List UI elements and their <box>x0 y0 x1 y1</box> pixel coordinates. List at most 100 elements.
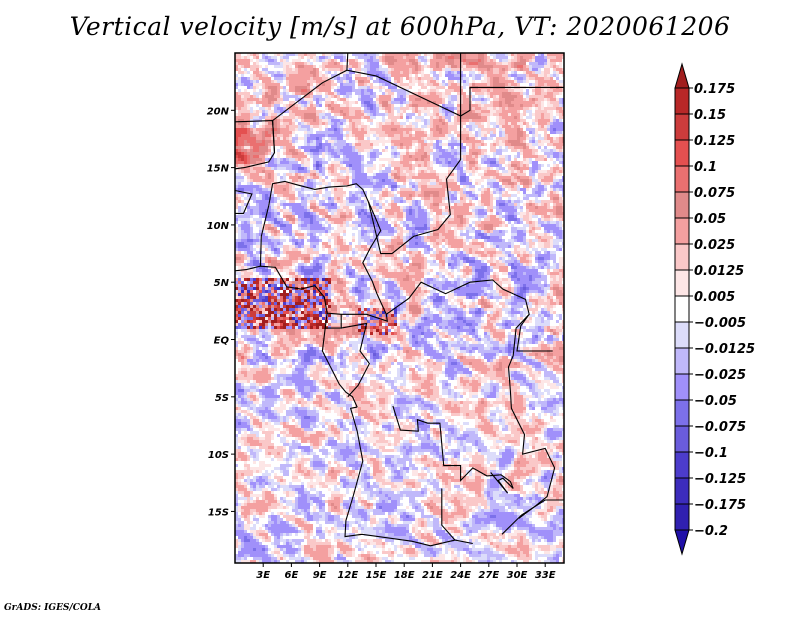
field-cell <box>517 167 520 170</box>
field-cell <box>385 107 388 110</box>
field-cell <box>391 161 394 164</box>
field-cell <box>478 125 481 128</box>
field-cell <box>391 74 394 77</box>
field-cell <box>259 149 262 152</box>
field-cell <box>352 107 355 110</box>
field-cell <box>259 65 262 68</box>
field-cell <box>400 59 403 62</box>
field-cell <box>331 116 334 119</box>
field-cell <box>562 71 564 74</box>
field-cell <box>331 59 334 62</box>
field-cell <box>343 152 346 155</box>
field-cell <box>502 101 505 104</box>
field-cell <box>283 188 286 191</box>
field-cell <box>403 164 406 167</box>
field-cell <box>367 104 370 107</box>
field-cell <box>388 158 391 161</box>
field-cell <box>355 164 358 167</box>
field-cell <box>556 98 559 101</box>
field-cell <box>409 113 412 116</box>
field-cell <box>370 80 373 83</box>
field-cell <box>559 131 562 134</box>
field-cell <box>493 155 496 158</box>
field-cell <box>385 155 388 158</box>
field-cell <box>283 98 286 101</box>
field-cell <box>400 89 403 92</box>
field-cell <box>484 119 487 122</box>
field-cell <box>286 110 289 113</box>
field-cell <box>241 170 244 173</box>
field-cell <box>364 83 367 86</box>
field-cell <box>526 77 529 80</box>
field-cell <box>298 83 301 86</box>
field-cell <box>439 59 442 62</box>
field-cell <box>460 62 463 65</box>
field-cell <box>316 98 319 101</box>
field-cell <box>313 122 316 125</box>
field-cell <box>310 77 313 80</box>
field-cell <box>253 173 256 176</box>
field-cell <box>475 170 478 173</box>
field-cell <box>337 158 340 161</box>
field-cell <box>544 119 547 122</box>
field-cell <box>430 125 433 128</box>
field-cell <box>340 134 343 137</box>
field-cell <box>283 158 286 161</box>
field-cell <box>496 104 499 107</box>
field-cell <box>553 128 556 131</box>
field-cell <box>556 62 559 65</box>
field-cell <box>403 134 406 137</box>
field-cell <box>526 110 529 113</box>
field-cell <box>484 101 487 104</box>
field-cell <box>511 71 514 74</box>
field-cell <box>325 161 328 164</box>
field-cell <box>409 62 412 65</box>
field-cell <box>406 179 409 182</box>
field-cell <box>247 179 250 182</box>
field-cell <box>301 158 304 161</box>
field-cell <box>382 125 385 128</box>
field-cell <box>382 113 385 116</box>
field-cell <box>388 59 391 62</box>
field-cell <box>322 65 325 68</box>
field-cell <box>292 158 295 161</box>
field-cell <box>268 158 271 161</box>
field-cell <box>517 173 520 176</box>
field-cell <box>451 122 454 125</box>
field-cell <box>412 110 415 113</box>
field-cell <box>469 164 472 167</box>
field-cell <box>397 182 400 185</box>
field-cell <box>238 179 241 182</box>
field-cell <box>346 140 349 143</box>
field-cell <box>397 161 400 164</box>
field-cell <box>466 98 469 101</box>
field-cell <box>409 101 412 104</box>
field-cell <box>490 65 493 68</box>
field-cell <box>340 80 343 83</box>
field-cell <box>244 149 247 152</box>
field-cell <box>460 182 463 185</box>
field-cell <box>475 116 478 119</box>
field-cell <box>241 95 244 98</box>
field-cell <box>337 173 340 176</box>
field-cell <box>262 92 265 95</box>
field-cell <box>478 167 481 170</box>
field-cell <box>535 110 538 113</box>
field-cell <box>304 110 307 113</box>
field-cell <box>283 71 286 74</box>
field-cell <box>415 83 418 86</box>
field-cell <box>451 83 454 86</box>
field-cell <box>475 149 478 152</box>
field-cell <box>526 89 529 92</box>
field-cell <box>424 134 427 137</box>
field-cell <box>376 137 379 140</box>
field-cell <box>277 95 280 98</box>
field-cell <box>370 71 373 74</box>
field-cell <box>355 146 358 149</box>
field-cell <box>322 56 325 59</box>
field-cell <box>391 137 394 140</box>
field-cell <box>388 179 391 182</box>
field-cell <box>274 98 277 101</box>
field-cell <box>535 107 538 110</box>
field-cell <box>520 164 523 167</box>
